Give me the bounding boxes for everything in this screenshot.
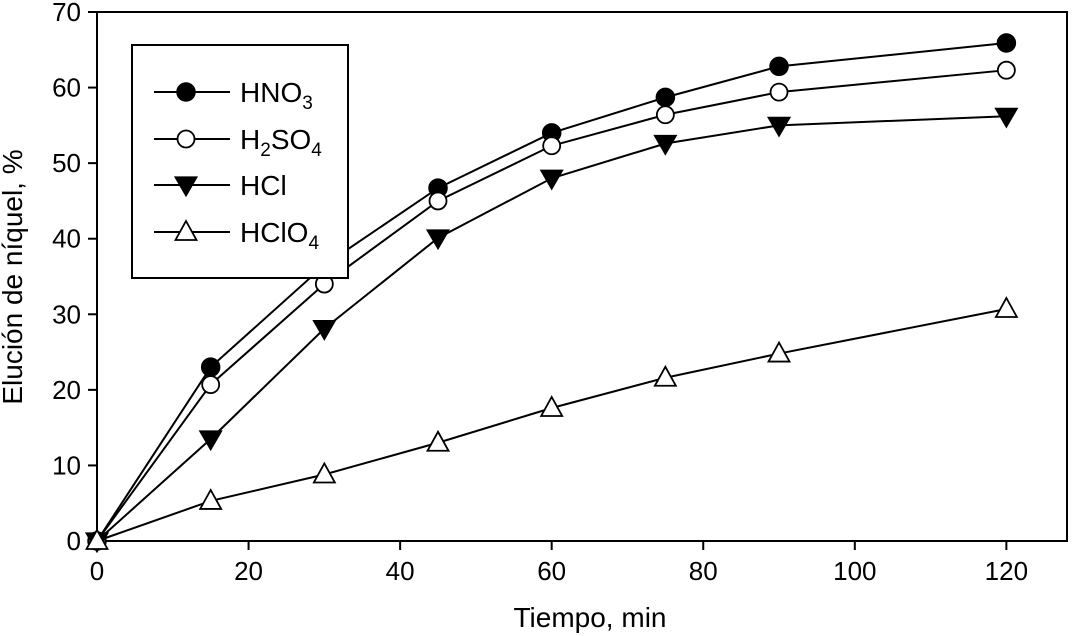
legend-marker: [173, 176, 199, 198]
series-points-HClO4: [84, 296, 1019, 550]
legend-item-HNO3: HNO3: [154, 77, 313, 114]
y-tick-label: 10: [52, 450, 81, 480]
series-points: [84, 33, 1019, 554]
x-tick-label: 20: [234, 556, 263, 586]
y-tick-label: 30: [52, 299, 81, 329]
data-point-HCl: [425, 229, 451, 251]
data-point-HNO3: [200, 357, 221, 377]
y-tick-label: 50: [52, 148, 81, 178]
legend-item-HCl: HCl: [154, 170, 287, 201]
series-line-HNO3: [96, 41, 1007, 542]
legend-label-text: HClO: [240, 217, 308, 248]
data-point-HNO3: [996, 33, 1017, 53]
legend-marker: [176, 82, 196, 102]
legend-item-H2SO4: H2SO4: [154, 124, 322, 161]
x-axis-title: Tiempo, min: [513, 602, 666, 633]
data-point-H2SO4: [201, 375, 221, 394]
y-tick-label: 60: [52, 73, 81, 103]
data-point-H2SO4: [996, 60, 1016, 80]
data-point-HCl: [312, 320, 337, 341]
plot-frame: [96, 11, 1068, 542]
data-point-HNO3: [769, 56, 789, 77]
data-point-HClO4: [198, 488, 223, 510]
y-axis-title: Elución de níquel, %: [0, 149, 28, 404]
legend-box: [131, 44, 349, 279]
x-tick-label: 80: [689, 556, 718, 586]
data-point-HClO4: [312, 461, 337, 484]
series-layer: [84, 33, 1019, 554]
legend-label: HCl: [240, 170, 287, 201]
axis-ticks: 0 20 40 60 80 100 120 0 10 20 30 40 50 60 70: [52, 0, 1028, 586]
legend-label-text: HCl: [240, 170, 287, 201]
legend-label: HClO4: [240, 217, 319, 254]
data-point-HClO4: [767, 340, 792, 363]
series-line-HCl: [96, 115, 1007, 542]
data-point-HClO4: [84, 528, 110, 550]
data-point-HCl: [766, 116, 792, 138]
data-point-HCl: [539, 169, 564, 191]
series-line-HClO4: [96, 308, 1007, 542]
data-point-HNO3: [655, 87, 676, 108]
y-tick-label: 70: [52, 0, 81, 27]
x-tick-label: 120: [985, 556, 1028, 586]
legend-label-subscript: 4: [311, 140, 322, 161]
legend-label-subscript: 3: [302, 93, 313, 114]
data-point-HCl: [994, 107, 1019, 129]
data-point-H2SO4: [428, 191, 448, 211]
y-tick-label: 0: [67, 526, 81, 556]
data-point-HClO4: [539, 395, 564, 417]
series-line-H2SO4: [96, 69, 1007, 542]
legend-item-HClO4: HClO4: [154, 217, 319, 254]
x-tick-label: 60: [537, 556, 566, 586]
data-point-H2SO4: [769, 82, 789, 102]
x-tick-label: 0: [90, 556, 104, 586]
legend-marker: [176, 129, 196, 149]
legend-label-subscript: 4: [308, 233, 319, 254]
data-point-HClO4: [994, 296, 1019, 318]
series-lines: [96, 41, 1007, 542]
y-tick-label: 20: [52, 375, 81, 405]
legend-label-text: H: [240, 124, 260, 155]
legend-label: H2SO4: [240, 124, 322, 161]
y-tick-label: 40: [52, 224, 81, 254]
data-point-HClO4: [425, 429, 451, 452]
legend-marker: [173, 219, 199, 241]
data-point-HClO4: [653, 364, 678, 387]
data-point-H2SO4: [655, 105, 675, 125]
legend-label-text: SO: [271, 124, 311, 155]
data-point-HCl: [198, 430, 223, 452]
legend-label-text: HNO: [240, 77, 302, 108]
legend-label: HNO3: [240, 77, 313, 114]
data-point-HCl: [653, 134, 678, 156]
x-tick-label: 100: [833, 556, 876, 586]
legend-label-subscript: 2: [260, 140, 271, 161]
x-tick-label: 40: [386, 556, 415, 586]
data-point-H2SO4: [542, 136, 562, 156]
